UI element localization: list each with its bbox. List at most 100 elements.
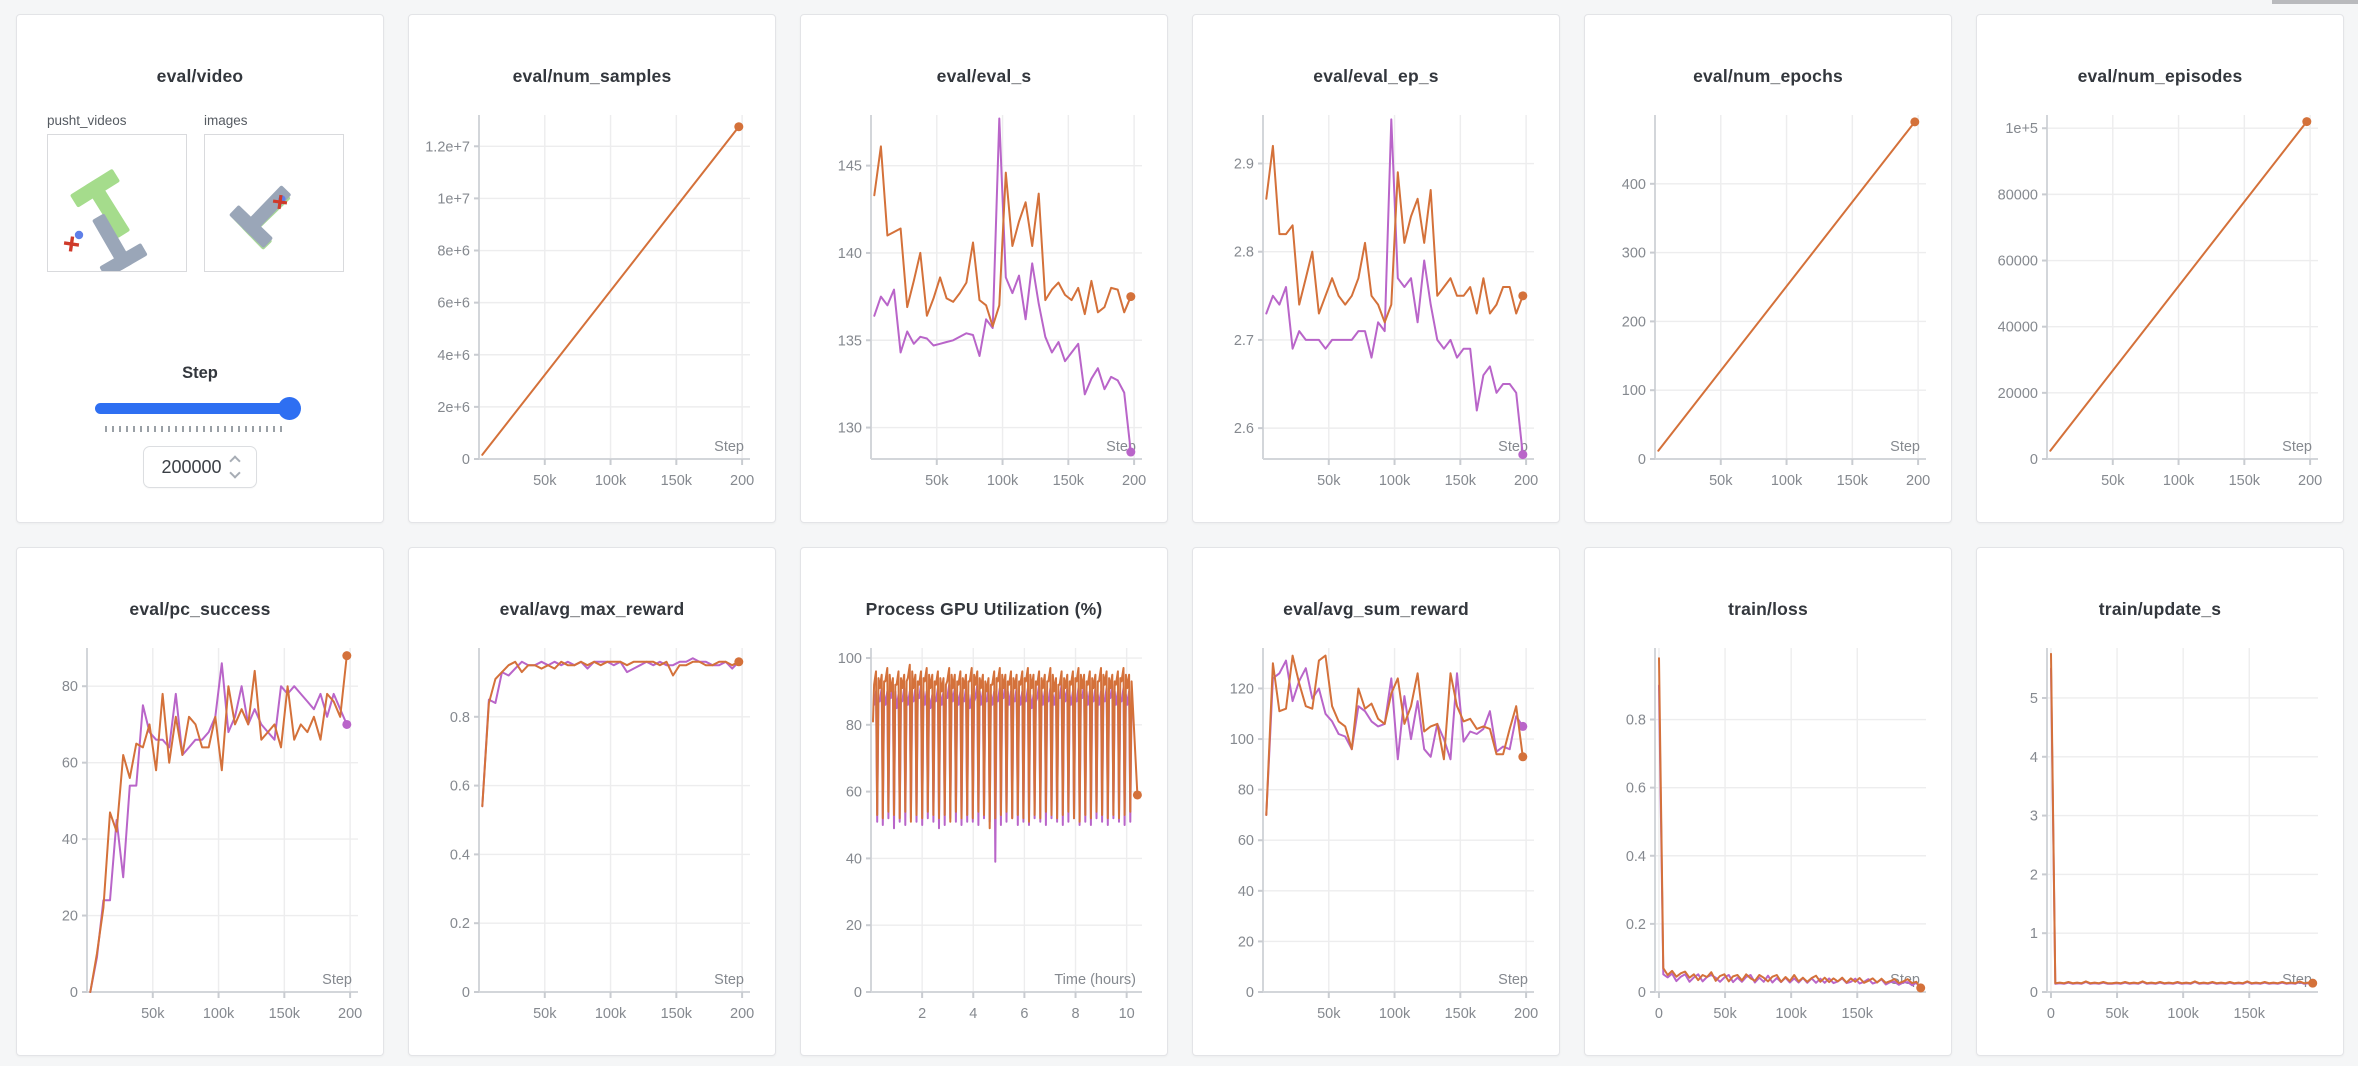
line-chart: 0 1 2 3 4 5 0 50k 100k 150k Step <box>2030 648 2318 1022</box>
chart-title: eval/num_episodes <box>2077 66 2243 86</box>
svg-text:50k: 50k <box>1317 1006 1341 1022</box>
step-input[interactable]: 200000 <box>143 446 257 488</box>
chart-panel-eval-eval-ep-s[interactable]: eval/eval_ep_s 2.6 2.7 2.8 2.9 50k 100k 150k 20… <box>1192 14 1560 523</box>
chart-panel-eval-avg-max-reward[interactable]: eval/avg_max_reward 0 0.2 0.4 0.6 0.8 50k 100k… <box>408 547 776 1056</box>
svg-text:2: 2 <box>918 1006 926 1022</box>
svg-text:100k: 100k <box>1379 473 1411 489</box>
svg-text:4: 4 <box>969 1006 977 1022</box>
slider-track[interactable] <box>95 403 297 414</box>
svg-text:0: 0 <box>1246 985 1254 1001</box>
line-chart: 0 2e+6 4e+6 6e+6 8e+6 1e+7 1.2e+7 50k 100k 150k 20… <box>425 115 754 489</box>
svg-text:100k: 100k <box>2167 1006 2199 1022</box>
svg-text:200: 200 <box>338 1006 362 1022</box>
slider-tick-ruler <box>105 426 285 432</box>
svg-text:0: 0 <box>1655 1006 1663 1022</box>
svg-text:200: 200 <box>1622 314 1646 330</box>
svg-text:130: 130 <box>838 421 862 437</box>
media-labels: pusht_videos images <box>29 113 371 128</box>
step-slider-label: Step <box>182 364 218 382</box>
svg-text:50k: 50k <box>1713 1006 1737 1022</box>
svg-text:100k: 100k <box>203 1006 235 1022</box>
chart-title: eval/eval_s <box>936 66 1032 86</box>
step-slider[interactable] <box>95 397 301 421</box>
svg-text:200: 200 <box>1514 473 1538 489</box>
chart-panel-eval-pc-success[interactable]: eval/pc_success 0 20 40 60 80 50k 100k 150k 200 S… <box>16 547 384 1056</box>
svg-text:145: 145 <box>838 159 862 175</box>
chart-panel-eval-num-epochs[interactable]: eval/num_epochs 0 100 200 300 400 50k 100k 150k… <box>1584 14 1952 523</box>
media-label-images: images <box>204 113 248 128</box>
svg-text:80: 80 <box>846 718 862 734</box>
line-chart: 0 20 40 60 80 100 2 4 6 8 10 Time (hours) <box>838 648 1142 1022</box>
svg-text:0: 0 <box>2030 985 2038 1001</box>
svg-text:300: 300 <box>1622 246 1646 262</box>
svg-text:100k: 100k <box>1775 1006 1807 1022</box>
svg-text:0: 0 <box>70 985 78 1001</box>
svg-text:140: 140 <box>838 246 862 262</box>
video-thumbnail-pusht[interactable] <box>47 134 187 279</box>
svg-text:0.6: 0.6 <box>450 779 470 795</box>
svg-text:Step: Step <box>2282 439 2312 455</box>
svg-text:200: 200 <box>730 473 754 489</box>
svg-text:0: 0 <box>1638 985 1646 1001</box>
svg-text:80: 80 <box>62 679 78 695</box>
svg-text:100k: 100k <box>1771 473 1803 489</box>
chart-panel-eval-num-samples[interactable]: eval/num_samples 0 2e+6 4e+6 6e+6 8e+6 1e+7 1.… <box>408 14 776 523</box>
svg-text:50k: 50k <box>533 473 557 489</box>
svg-text:0: 0 <box>1638 452 1646 468</box>
media-panel-eval-video[interactable]: eval/video pusht_videos images <box>16 14 384 523</box>
chart-title: eval/eval_ep_s <box>1313 66 1439 86</box>
svg-text:Step: Step <box>714 972 744 988</box>
svg-text:100k: 100k <box>987 473 1019 489</box>
svg-text:150k: 150k <box>661 1006 693 1022</box>
stepper-icon[interactable] <box>228 455 241 479</box>
svg-text:2: 2 <box>2030 867 2038 883</box>
svg-text:150k: 150k <box>2229 473 2261 489</box>
svg-text:40: 40 <box>62 832 78 848</box>
svg-text:135: 135 <box>838 333 862 349</box>
line-chart: 0 20 40 60 80 50k 100k 150k 200 Step <box>62 648 362 1022</box>
svg-text:2.8: 2.8 <box>1234 245 1254 261</box>
svg-text:200: 200 <box>1122 473 1146 489</box>
svg-text:40000: 40000 <box>1998 320 2038 336</box>
svg-text:0: 0 <box>854 985 862 1001</box>
svg-text:0: 0 <box>462 985 470 1001</box>
svg-text:80000: 80000 <box>1998 187 2038 203</box>
svg-text:0.4: 0.4 <box>450 847 470 863</box>
svg-text:100: 100 <box>1622 383 1646 399</box>
svg-text:2.6: 2.6 <box>1234 421 1254 437</box>
chart-panel-train-loss[interactable]: train/loss 0 0.2 0.4 0.6 0.8 0 50k 100k 150k Step <box>1584 547 1952 1056</box>
svg-text:4e+6: 4e+6 <box>437 348 470 364</box>
slider-thumb[interactable] <box>278 397 301 420</box>
goal-cross <box>272 194 288 210</box>
svg-text:20: 20 <box>1238 934 1254 950</box>
chart-panel-train-update-s[interactable]: train/update_s 0 1 2 3 4 5 0 50k 100k 150k Step <box>1976 547 2344 1056</box>
image-thumbnail[interactable] <box>204 134 344 272</box>
svg-text:0.8: 0.8 <box>450 710 470 726</box>
svg-text:5: 5 <box>2030 691 2038 707</box>
svg-text:50k: 50k <box>2101 473 2125 489</box>
panel-title: eval/video <box>156 66 244 86</box>
chevron-down-icon[interactable] <box>228 467 241 479</box>
svg-text:8e+6: 8e+6 <box>437 244 470 260</box>
svg-text:100: 100 <box>1230 732 1254 748</box>
svg-text:1: 1 <box>2030 926 2038 942</box>
svg-text:Step: Step <box>1890 439 1920 455</box>
svg-text:150k: 150k <box>1842 1006 1874 1022</box>
svg-text:Step: Step <box>322 972 352 988</box>
chart-title: eval/num_epochs <box>1693 66 1843 86</box>
chart-panel-eval-avg-sum-reward[interactable]: eval/avg_sum_reward 0 20 40 60 80 100 120 50k 10… <box>1192 547 1560 1056</box>
svg-text:100k: 100k <box>595 1006 627 1022</box>
chart-panel-eval-eval-s[interactable]: eval/eval_s 130 135 140 145 50k 100k 150k 200 St… <box>800 14 1168 523</box>
chart-title: train/loss <box>1728 599 1808 619</box>
chart-panel-gpu-utilization[interactable]: Process GPU Utilization (%) 0 20 40 60 80 100… <box>800 547 1168 1056</box>
svg-text:150k: 150k <box>269 1006 301 1022</box>
svg-text:150k: 150k <box>2234 1006 2266 1022</box>
chevron-up-icon[interactable] <box>228 455 241 467</box>
svg-text:100k: 100k <box>1379 1006 1411 1022</box>
chart-panel-eval-num-episodes[interactable]: eval/num_episodes 0 20000 40000 60000 80000 1… <box>1976 14 2344 523</box>
svg-text:20: 20 <box>62 909 78 925</box>
svg-text:100: 100 <box>838 651 862 667</box>
svg-text:200: 200 <box>1514 1006 1538 1022</box>
images-scene-image <box>229 185 291 250</box>
